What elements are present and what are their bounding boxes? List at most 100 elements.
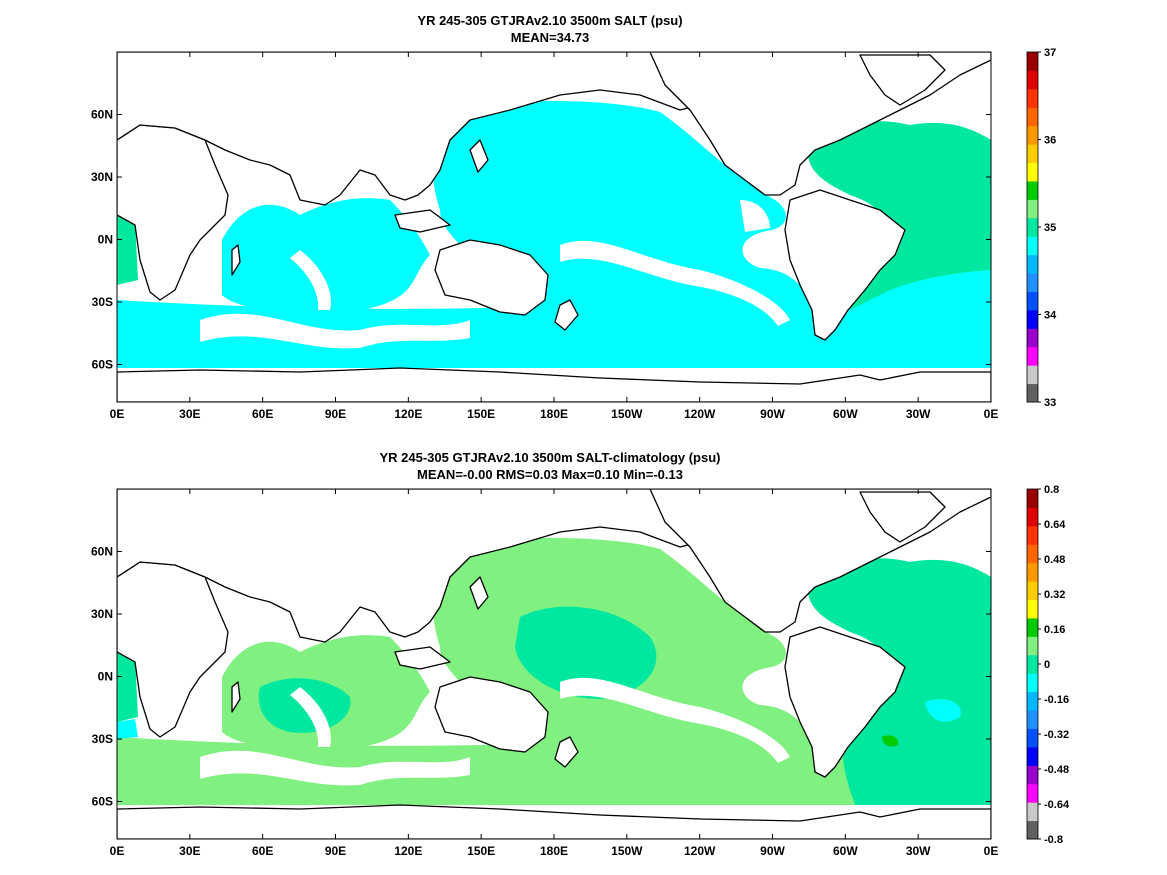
colorbar-swatch <box>1027 820 1038 840</box>
new-zealand <box>554 299 579 331</box>
colorbar-swatch <box>1027 783 1038 803</box>
colorbar-swatch <box>1027 710 1038 729</box>
x-tick-label: 90E <box>325 844 346 858</box>
colorbar-swatch <box>1027 383 1038 403</box>
ridge-gap <box>740 200 770 232</box>
south-atlantic-cyan-patch <box>925 699 961 722</box>
colorbar: 0.8 0.64 0.48 0.32 0.16 0 -0.16 -0.32 -0.48 -0.64… <box>1026 484 1070 846</box>
map-title: YR 245-305 GTJRAv2.10 3500m SALT-climato… <box>379 450 721 465</box>
x-tick-label: 150E <box>467 407 495 421</box>
y-tick-label: 30N <box>91 607 113 621</box>
japan-islands <box>469 139 489 173</box>
colorbar-swatch <box>1027 765 1038 785</box>
colorbar-swatch <box>1027 254 1038 274</box>
colorbar-tick-label: 35 <box>1044 222 1056 234</box>
x-tick-label: 120W <box>684 844 716 858</box>
colorbar-swatch <box>1027 544 1038 564</box>
y-tick-label: 60S <box>92 795 113 809</box>
colorbar-swatch <box>1027 525 1038 545</box>
colorbar-tick-label: -0.64 <box>1044 799 1070 811</box>
x-tick-label: 60E <box>252 407 273 421</box>
ocean-field <box>117 100 991 368</box>
colorbar-swatch <box>1027 691 1038 711</box>
y-tick-label: 30S <box>92 732 113 746</box>
y-tick-label: 30S <box>92 295 113 309</box>
ridge-gap <box>560 677 790 763</box>
ridge-gap <box>200 750 470 786</box>
colorbar-swatch <box>1027 489 1038 508</box>
x-tick-label: 30W <box>906 844 931 858</box>
map-subtitle: MEAN=34.73 <box>510 30 590 45</box>
land-layer <box>117 489 991 839</box>
x-tick-label: 120E <box>394 407 422 421</box>
map-subtitle: MEAN=-0.00 RMS=0.03 Max=0.10 Min=-0.13 <box>417 467 683 482</box>
indonesia-islands <box>394 209 451 233</box>
madagascar <box>231 681 241 713</box>
x-tick-label: 120E <box>394 844 422 858</box>
colorbar: 37 36 35 34 33 <box>1026 47 1057 409</box>
x-tick-label: 90W <box>760 407 785 421</box>
colorbar-tick-label: 33 <box>1044 397 1056 409</box>
colorbar-swatch <box>1027 52 1038 71</box>
colorbar-tick-label: 0.16 <box>1044 624 1065 636</box>
colorbar-swatch <box>1027 746 1038 766</box>
colorbar-swatch <box>1027 328 1038 348</box>
salt-anomaly-map-svg: 0E 30E 60E 90E 120E 150E 180E 150W 120W 90W 60W 30W… <box>91 484 1070 858</box>
colorbar-swatch <box>1027 654 1038 674</box>
colorbar-swatch <box>1027 309 1038 329</box>
y-tick-label: 30N <box>91 170 113 184</box>
colorbar-swatch <box>1027 180 1038 200</box>
madagascar <box>231 244 241 276</box>
colorbar-tick-label: 0.8 <box>1044 484 1059 496</box>
greenland <box>859 54 946 106</box>
colorbar-swatch <box>1027 144 1038 164</box>
colorbar-swatch <box>1027 273 1038 292</box>
west-edge-cyan-patch <box>117 719 138 739</box>
x-tick-label: 150E <box>467 844 495 858</box>
x-tick-label: 30W <box>906 407 931 421</box>
colorbar-tick-label: 0.48 <box>1044 554 1065 566</box>
land-layer <box>117 52 991 402</box>
x-tick-label: 0E <box>984 407 999 421</box>
ridge-gap <box>560 240 790 326</box>
salt-map-panel: YR 245-305 GTJRAv2.10 3500m SALT (psu) M… <box>0 0 1167 437</box>
colorbar-swatch <box>1027 236 1038 256</box>
colorbar-tick-label: 34 <box>1044 310 1057 322</box>
map-axes: 0E 30E 60E 90E 120E 150E 180E 150W 120W 90W 60W 30W… <box>91 52 998 421</box>
y-tick-label: 60N <box>91 108 113 122</box>
y-tick-label: 0N <box>98 233 113 247</box>
south-america-landmass <box>784 189 906 341</box>
colorbar-swatch <box>1027 728 1038 748</box>
x-tick-label: 180E <box>540 407 568 421</box>
antarctica-landmass <box>117 367 991 402</box>
colorbar-tick-label: -0.32 <box>1044 729 1069 741</box>
x-tick-label: 0E <box>110 407 125 421</box>
greenland <box>859 491 946 543</box>
south-america-landmass <box>784 626 906 778</box>
salt-anomaly-map-panel: YR 245-305 GTJRAv2.10 3500m SALT-climato… <box>0 437 1167 874</box>
y-tick-label: 60S <box>92 358 113 372</box>
indian-ocean-region <box>222 198 430 313</box>
colorbar-tick-label: -0.48 <box>1044 764 1069 776</box>
colorbar-swatch <box>1027 70 1038 90</box>
y-tick-label: 0N <box>98 670 113 684</box>
south-atlantic-positive-spot <box>882 735 899 747</box>
x-tick-label: 150W <box>611 407 643 421</box>
map-axes: 0E 30E 60E 90E 120E 150E 180E 150W 120W 90W 60W 30W… <box>91 489 998 858</box>
colorbar-tick-label: 0.32 <box>1044 589 1065 601</box>
colorbar-swatch <box>1027 217 1038 237</box>
colorbar-swatch <box>1027 581 1038 601</box>
x-tick-label: 90W <box>760 844 785 858</box>
colorbar-swatch <box>1027 636 1038 656</box>
x-tick-label: 0E <box>110 844 125 858</box>
salt-map-svg: 0E 30E 60E 90E 120E 150E 180E 150W 120W 90W 60W 30W… <box>91 47 1057 421</box>
ridge-gap <box>290 687 331 747</box>
colorbar-swatch <box>1027 162 1038 182</box>
colorbar-tick-label: -0.16 <box>1044 694 1069 706</box>
x-tick-label: 90E <box>325 407 346 421</box>
x-tick-label: 30E <box>179 844 200 858</box>
map-title: YR 245-305 GTJRAv2.10 3500m SALT (psu) <box>417 13 683 28</box>
x-tick-label: 30E <box>179 407 200 421</box>
colorbar-swatch <box>1027 199 1038 219</box>
colorbar-tick-label: 0 <box>1044 659 1050 671</box>
